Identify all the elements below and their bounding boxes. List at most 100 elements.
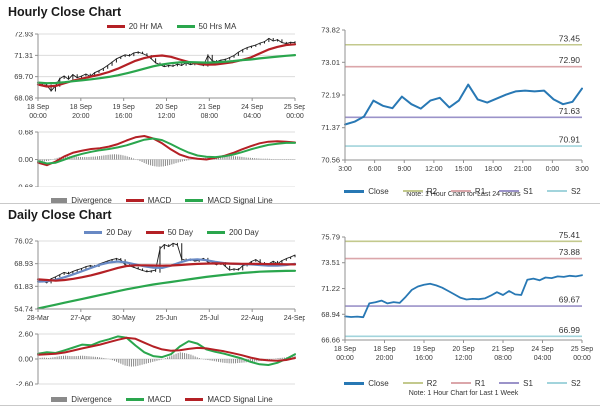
- legend-item-50-hrs-ma: 50 Hrs MA: [176, 21, 237, 31]
- legend-item-r2: R2: [402, 187, 437, 196]
- svg-text:70.91: 70.91: [559, 135, 581, 145]
- chart-legend: Divergence MACD MACD Signal Line: [0, 393, 305, 405]
- chart-legend: Close R2 R1 S1 S2: [305, 377, 600, 389]
- macd-signal-line-swatch-icon: [185, 198, 204, 202]
- legend-label: S1: [523, 378, 533, 388]
- svg-text:75.79: 75.79: [321, 233, 340, 242]
- svg-text:68.93: 68.93: [14, 259, 33, 268]
- hourly-chart-title: Hourly Close Chart: [8, 5, 122, 19]
- legend-label: 20 Hr MA: [128, 21, 163, 31]
- divergence-swatch-icon: [51, 396, 68, 402]
- legend-label: MACD Signal Line: [207, 195, 273, 205]
- note-24h: Note: 1 Hour Chart for Last 24 Hours: [406, 191, 521, 198]
- svg-text:2.60: 2.60: [18, 331, 33, 339]
- svg-text:21:00: 21:00: [514, 166, 532, 173]
- legend-item-divergence: Divergence: [51, 196, 112, 205]
- s2-swatch-icon: [546, 190, 567, 192]
- legend-label: Divergence: [71, 394, 112, 404]
- legend-label: S1: [523, 186, 533, 196]
- svg-text:72.19: 72.19: [321, 91, 340, 100]
- 50-hrs-ma-swatch-icon: [176, 24, 195, 28]
- svg-text:9:00: 9:00: [397, 166, 411, 173]
- daily-macd-chart-plot: 2.60 0.00 -2.60: [16, 330, 296, 389]
- svg-text:73.88: 73.88: [559, 247, 581, 257]
- svg-text:69.67: 69.67: [559, 295, 581, 305]
- 20-hr-ma-swatch-icon: [106, 24, 125, 28]
- legend-label: MACD: [147, 195, 172, 205]
- r1-swatch-icon: [450, 382, 471, 384]
- svg-text:3:00: 3:00: [575, 166, 589, 173]
- legend-item-s2: S2: [546, 187, 581, 196]
- s1-swatch-icon: [499, 190, 520, 192]
- legend-label: 50 Hrs MA: [198, 21, 237, 31]
- legend-item-divergence: Divergence: [51, 394, 112, 404]
- svg-text:76.02: 76.02: [14, 238, 33, 246]
- legend-item-s1: S1: [499, 379, 533, 388]
- svg-text:75.41: 75.41: [559, 230, 581, 240]
- pivot-1w-chart-plot: 75.41 73.88 69.67 66.99 75.79 73.51 71.22 68.94…: [321, 230, 593, 362]
- svg-text:73.45: 73.45: [559, 33, 581, 43]
- s1-swatch-icon: [499, 382, 520, 384]
- svg-text:72.93: 72.93: [14, 32, 33, 39]
- svg-text:73.01: 73.01: [321, 58, 340, 67]
- legend-item-r1: R1: [450, 379, 485, 388]
- svg-text:28-Mar: 28-Mar: [27, 315, 50, 322]
- daily-price-chart-panel: 20 Day 50 Day 200 Day 76.02 68.93 61.83 54.74 2…: [0, 226, 306, 334]
- close-swatch-icon: [344, 189, 365, 193]
- legend-label: R2: [426, 378, 437, 388]
- svg-text:25-Jun: 25-Jun: [156, 315, 178, 322]
- svg-text:12:00: 12:00: [425, 166, 443, 173]
- legend-item-macd-signal-line: MACD Signal Line: [185, 195, 273, 205]
- svg-text:73.51: 73.51: [321, 258, 340, 267]
- svg-text:68.08: 68.08: [14, 94, 33, 103]
- legend-item-200-day: 200 Day: [206, 227, 259, 237]
- legend-label: Close: [368, 186, 389, 196]
- svg-text:66.99: 66.99: [559, 325, 581, 335]
- legend-label: MACD Signal Line: [207, 394, 273, 404]
- svg-text:15:00: 15:00: [455, 166, 473, 173]
- legend-item-s2: S2: [546, 379, 581, 388]
- section-divider: [0, 203, 600, 204]
- svg-text:6:00: 6:00: [368, 166, 382, 173]
- bottom-divider: [0, 405, 600, 406]
- legend-label: 200 Day: [228, 227, 259, 237]
- svg-text:-0.68: -0.68: [16, 183, 33, 188]
- pivot-24h-chart-panel: 73.45 72.90 71.63 70.91 73.82 73.01 72.19 71.37…: [305, 20, 600, 197]
- svg-text:22-Aug: 22-Aug: [241, 315, 264, 322]
- svg-text:0.68: 0.68: [18, 130, 33, 137]
- legend-item-s1: S1: [499, 187, 533, 196]
- svg-text:71.63: 71.63: [559, 106, 581, 116]
- legend-label: Close: [368, 378, 389, 388]
- svg-text:71.31: 71.31: [14, 51, 33, 60]
- r2-swatch-icon: [402, 190, 423, 192]
- daily-macd-chart-panel: 2.60 0.00 -2.60 Divergence MACD MACD Signal L…: [0, 330, 305, 405]
- svg-text:70.56: 70.56: [321, 156, 340, 165]
- svg-text:18:00: 18:00: [484, 166, 502, 173]
- chart-legend: 20 Hr MA 50 Hrs MA: [0, 20, 305, 32]
- close-swatch-icon: [344, 381, 365, 385]
- legend-item-r2: R2: [402, 378, 437, 388]
- svg-text:54.74: 54.74: [14, 305, 33, 314]
- legend-label: R1: [474, 186, 486, 196]
- svg-text:69.70: 69.70: [14, 72, 33, 81]
- pivot-24h-chart-plot: 73.45 72.90 71.63 70.91 73.82 73.01 72.19 71.37…: [321, 26, 589, 174]
- macd-swatch-icon: [125, 198, 144, 202]
- svg-text:68.94: 68.94: [321, 310, 340, 319]
- svg-text:0:00: 0:00: [546, 166, 560, 173]
- 200-day-swatch-icon: [206, 230, 225, 234]
- svg-text:27-Apr: 27-Apr: [70, 315, 92, 322]
- svg-text:0.00: 0.00: [18, 155, 33, 164]
